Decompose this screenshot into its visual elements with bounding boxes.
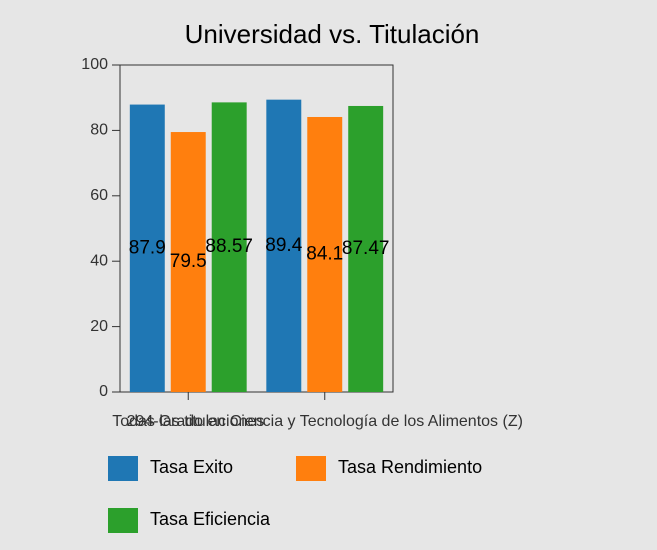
plot-frame: [119, 64, 394, 393]
y-tick-label: 40: [90, 252, 108, 269]
data-label: 88.57: [205, 236, 253, 257]
y-tick-label: 100: [81, 56, 108, 73]
legend-label: Tasa Exito: [150, 457, 233, 477]
bar: [266, 99, 302, 393]
legend-swatch: [108, 456, 138, 481]
x-tick-label: 294-Grado en Ciencia y Tecnología de los…: [127, 413, 523, 430]
x-tick-label: Todas las titulaciones: [112, 413, 264, 430]
legend-label: Tasa Eficiencia: [150, 509, 271, 529]
y-tick-label: 60: [90, 187, 108, 204]
data-label: 89.4: [265, 235, 302, 256]
data-label: 79.5: [170, 251, 207, 272]
legend-swatch: [108, 508, 138, 533]
legend-label: Tasa Rendimiento: [338, 457, 482, 477]
data-label: 87.47: [342, 238, 390, 259]
bar: [348, 105, 384, 393]
legend-swatch: [296, 456, 326, 481]
bar: [129, 104, 165, 392]
y-tick-label: 80: [90, 122, 108, 139]
bar: [211, 102, 247, 392]
chart-title: Universidad vs. Titulación: [185, 19, 480, 49]
data-label: 84.1: [306, 244, 343, 265]
y-tick-label: 20: [90, 318, 108, 335]
y-tick-label: 0: [99, 383, 108, 400]
bar: [307, 116, 343, 393]
data-label: 87.9: [129, 237, 166, 258]
bar: [170, 132, 206, 392]
